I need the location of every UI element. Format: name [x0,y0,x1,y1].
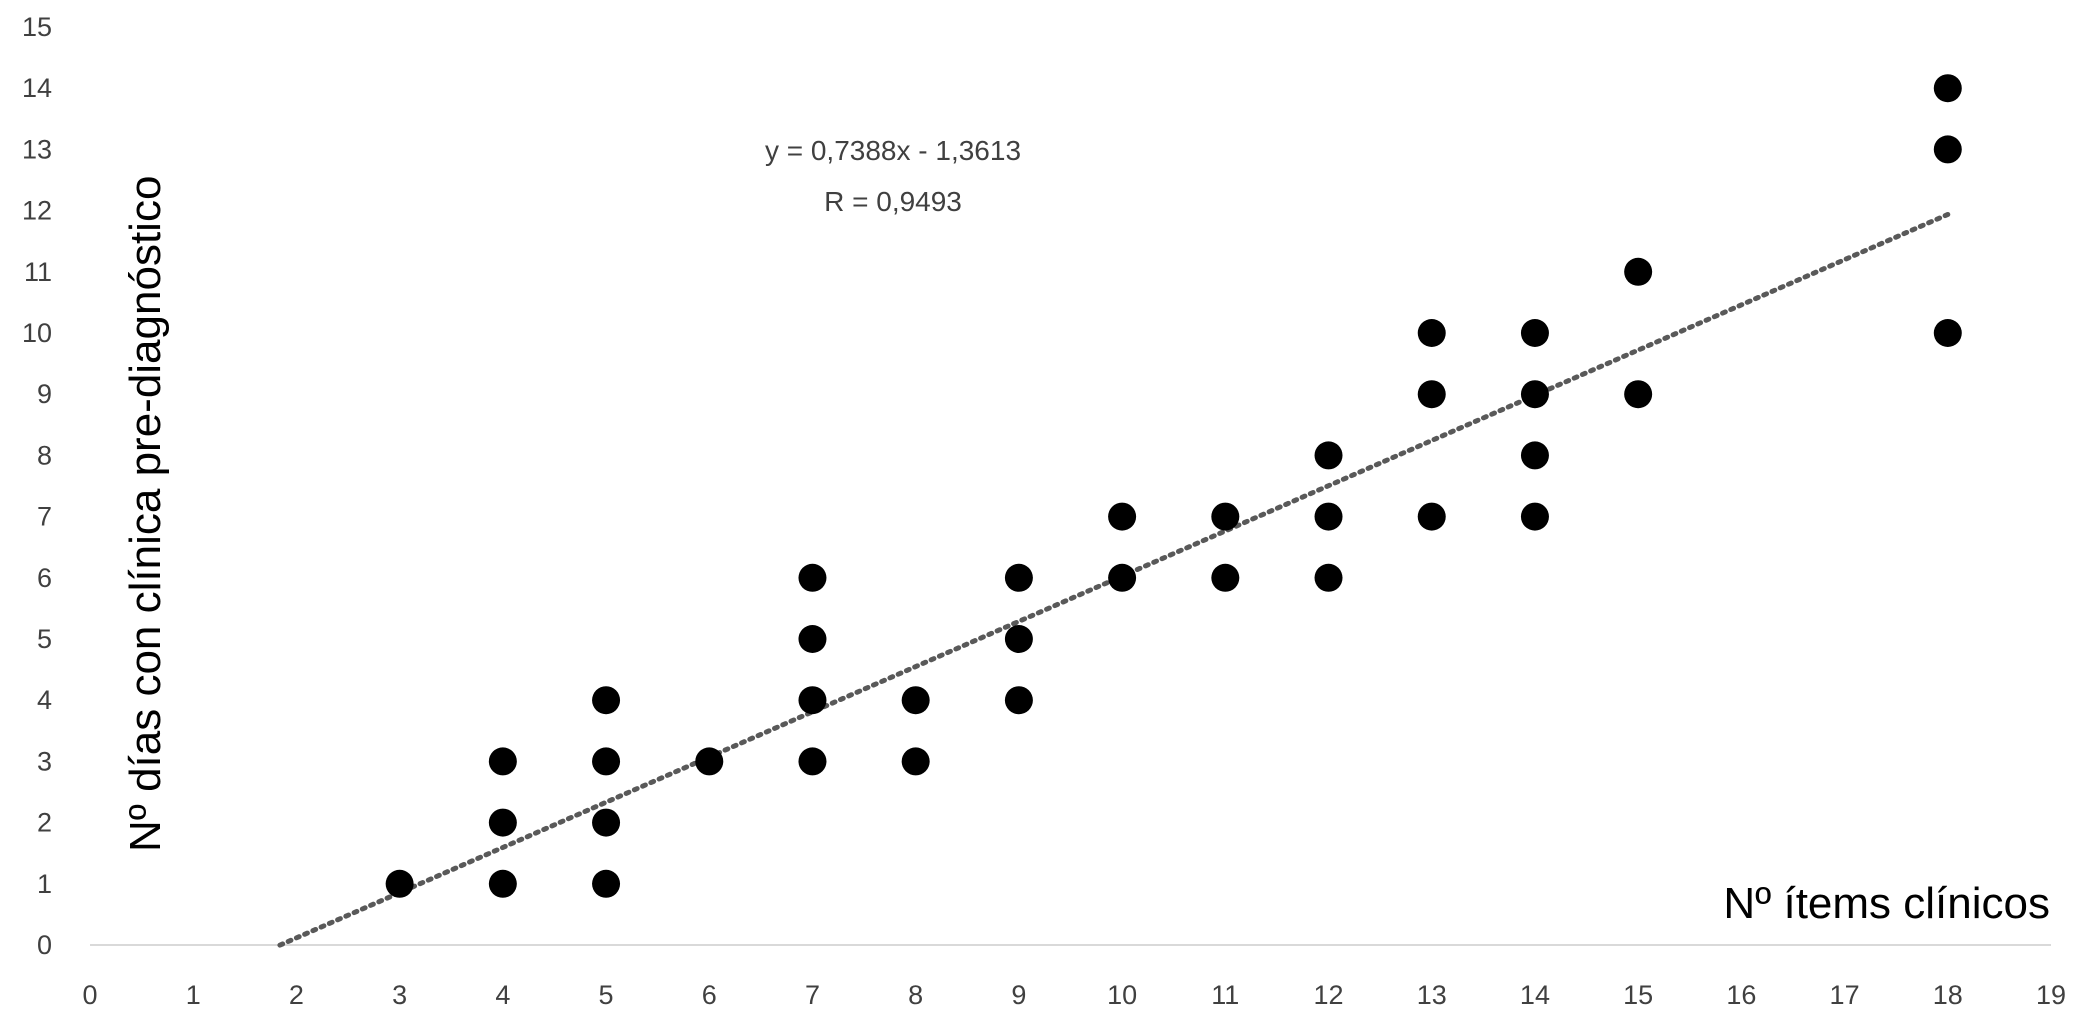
x-tick-label: 11 [1211,980,1239,1010]
trendline-r-value: R = 0,9493 [824,186,962,217]
data-point [1624,380,1653,409]
data-point [1108,563,1137,592]
x-tick-label: 17 [1830,980,1860,1010]
data-point [592,869,621,898]
data-point [1933,74,1962,103]
data-point [385,869,414,898]
x-tick-label: 6 [702,980,717,1010]
data-point [1108,502,1137,531]
trendline-equation: y = 0,7388x - 1,3613 [765,135,1021,166]
data-point [1520,319,1549,347]
x-tick-label: 8 [908,980,923,1010]
x-tick-label: 1 [186,980,201,1010]
x-tick-label: 0 [82,980,97,1010]
y-tick-label: 12 [22,196,52,226]
data-point [592,686,621,715]
x-tick-labels: 0 1 2 3 4 5 6 7 8 9 10 11 12 13 14 15 16 17 18 19 [82,980,2066,1010]
x-tick-label: 19 [2036,980,2066,1010]
x-tick-label: 3 [392,980,407,1010]
y-tick-label: 10 [22,318,52,348]
x-tick-label: 15 [1623,980,1653,1010]
data-point [1417,502,1446,531]
y-tick-label: 14 [22,73,52,103]
data-point [1520,441,1549,470]
data-point [1314,441,1343,470]
data-point [1624,257,1653,286]
data-point [1933,135,1962,164]
data-point [901,747,930,776]
data-point [1933,319,1962,347]
data-point [1520,380,1549,409]
data-point [1314,502,1343,531]
data-point [1417,319,1446,347]
x-tick-label: 7 [805,980,820,1010]
y-tick-label: 7 [37,502,52,532]
data-point [901,686,930,715]
y-tick-label: 1 [37,869,52,899]
x-tick-label: 9 [1011,980,1026,1010]
data-points [385,74,1962,898]
data-point [798,686,827,715]
y-axis-title: Nº días con clínica pre-diagnóstico [121,176,170,852]
data-point [695,747,724,776]
data-point [798,625,827,653]
x-axis-title: Nº ítems clínicos [1723,879,2050,928]
y-tick-label: 5 [37,624,52,654]
data-point [1520,502,1549,531]
y-tick-label: 3 [37,746,52,776]
data-point [1314,563,1343,592]
x-tick-label: 18 [1933,980,1963,1010]
data-point [1417,380,1446,409]
x-tick-label: 12 [1314,980,1344,1010]
data-point [1004,625,1033,653]
y-tick-label: 6 [37,563,52,593]
data-point [798,563,827,592]
data-point [1004,686,1033,715]
x-tick-label: 13 [1417,980,1447,1010]
y-tick-label: 13 [22,134,52,164]
x-tick-label: 4 [495,980,510,1010]
x-tick-label: 2 [289,980,304,1010]
y-tick-label: 0 [37,930,52,960]
y-tick-label: 11 [24,257,52,287]
data-point [1211,502,1240,531]
x-tick-label: 14 [1520,980,1550,1010]
data-point [592,808,621,837]
data-point [488,747,517,776]
x-tick-label: 5 [599,980,614,1010]
y-tick-label: 8 [37,440,52,470]
data-point [798,747,827,776]
data-point [592,747,621,776]
y-tick-label: 15 [22,12,52,42]
x-tick-label: 10 [1107,980,1137,1010]
y-tick-label: 9 [37,379,52,409]
y-tick-label: 4 [37,685,52,715]
data-point [488,808,517,837]
data-point [488,869,517,898]
x-tick-label: 16 [1726,980,1756,1010]
data-point [1004,563,1033,592]
data-point [1211,563,1240,592]
y-tick-label: 2 [37,808,52,838]
